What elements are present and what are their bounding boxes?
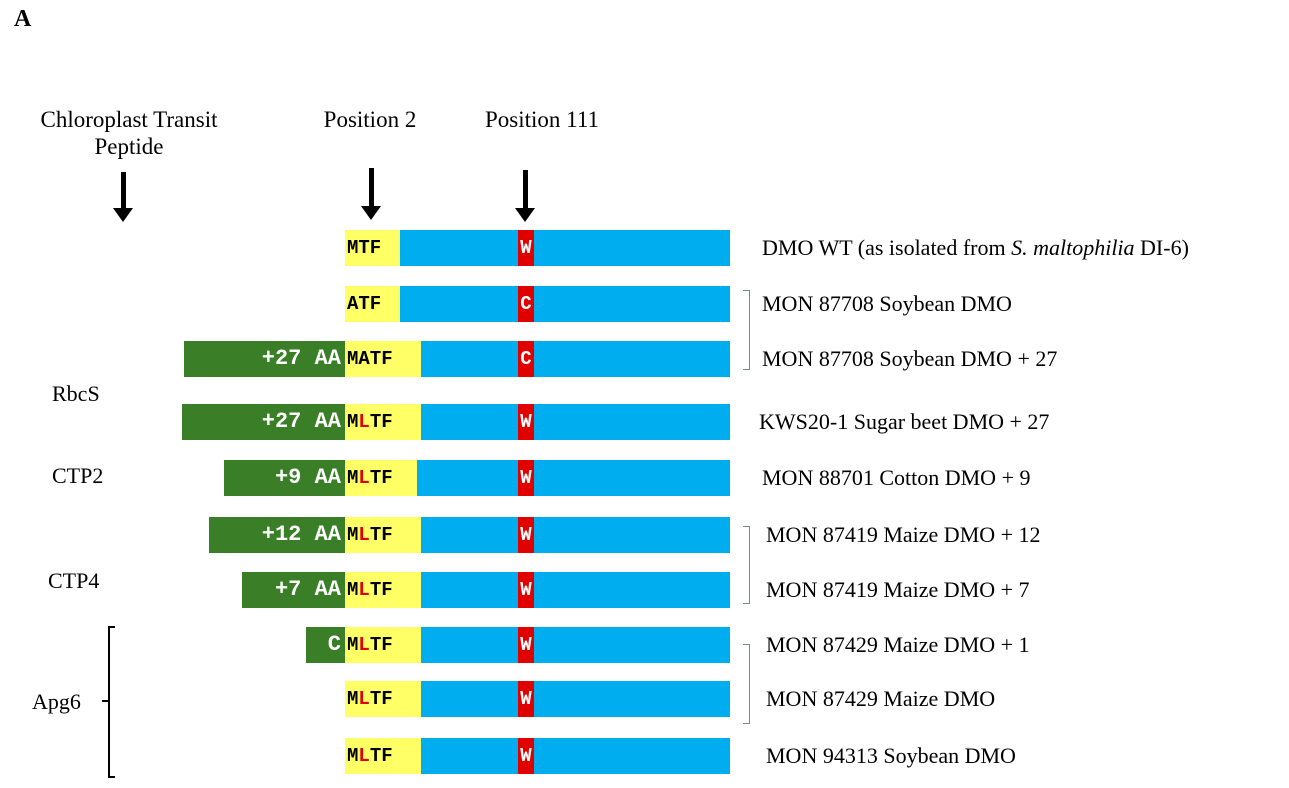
- header-chloroplast-transit-peptide: Chloroplast Transit Peptide: [40, 107, 218, 159]
- construct-label: MON 87708 Soybean DMO + 27: [762, 346, 1058, 371]
- n-terminal-segment: MLTF: [345, 572, 421, 608]
- position-111-residue: W: [518, 404, 534, 440]
- transit-peptide-segment: +9 AA: [224, 460, 345, 496]
- n-terminal-residue: M: [347, 411, 359, 433]
- transit-peptide-segment: +27 AA: [182, 404, 345, 440]
- group-label-ctp4: CTP4: [48, 568, 100, 593]
- n-terminal-residues: TF: [369, 411, 393, 433]
- transit-peptide-segment: +27 AA: [184, 341, 345, 377]
- position-111-residue: W: [518, 517, 534, 553]
- n-terminal-residues: TF: [369, 745, 393, 767]
- construct-label: MON 87419 Maize DMO + 12: [766, 522, 1041, 547]
- construct-label: MON 87419 Maize DMO + 7: [766, 577, 1030, 602]
- position-111-residue: W: [518, 460, 534, 496]
- bracket-mon87419: [743, 526, 750, 604]
- apg6-bracket: [108, 626, 115, 778]
- n-terminal-residue: M: [347, 524, 359, 546]
- n-terminal-segment: MLTF: [345, 404, 421, 440]
- substituted-residue: L: [358, 579, 370, 601]
- n-terminal-segment: ATF: [345, 286, 400, 322]
- construct-label: MON 87429 Maize DMO + 1: [766, 632, 1030, 657]
- position-111-residue: W: [518, 738, 534, 774]
- n-terminal-segment: MLTF: [345, 517, 421, 553]
- construct-row: +27 AA MATF C MON 87708 Soybean DMO + 27: [0, 341, 1289, 377]
- substituted-residue: L: [358, 634, 370, 656]
- construct-label: DMO WT (as isolated from S. maltophilia …: [762, 235, 1189, 260]
- substituted-residue: L: [358, 411, 370, 433]
- n-terminal-residue: M: [347, 579, 359, 601]
- substituted-residue: L: [358, 524, 370, 546]
- n-terminal-residues: TF: [369, 634, 393, 656]
- group-label-apg6: Apg6: [32, 689, 81, 714]
- construct-label: KWS20-1 Sugar beet DMO + 27: [759, 409, 1050, 434]
- construct-label: MON 94313 Soybean DMO: [766, 743, 1016, 768]
- bracket-mon87429: [743, 644, 750, 724]
- n-terminal-segment: MLTF: [345, 681, 421, 717]
- n-terminal-residues: TF: [369, 579, 393, 601]
- n-terminal-residues: ATF: [347, 293, 382, 315]
- construct-label: MON 88701 Cotton DMO + 9: [762, 465, 1031, 490]
- n-terminal-residue: M: [347, 745, 359, 767]
- construct-row: +7 AA MLTF W MON 87419 Maize DMO + 7: [0, 572, 1289, 608]
- construct-row: MLTF W MON 94313 Soybean DMO: [0, 738, 1289, 774]
- construct-row: C MLTF W MON 87429 Maize DMO + 1: [0, 627, 1289, 663]
- position-111-residue: W: [518, 230, 534, 266]
- substituted-residue: L: [358, 688, 370, 710]
- n-terminal-residue: M: [347, 634, 359, 656]
- construct-row: +12 AA MLTF W MON 87419 Maize DMO + 12: [0, 517, 1289, 553]
- protein-body-segment: [345, 286, 730, 322]
- construct-row: MLTF W MON 87429 Maize DMO: [0, 681, 1289, 717]
- position-111-residue: W: [518, 572, 534, 608]
- protein-body-segment: [345, 230, 730, 266]
- n-terminal-residues: MATF: [347, 348, 393, 370]
- bracket-mon87708: [743, 290, 750, 370]
- position-111-residue: W: [518, 681, 534, 717]
- group-label-rbcs: RbcS: [52, 381, 100, 406]
- header-position-2: Position 2: [323, 107, 417, 132]
- n-terminal-residues: TF: [369, 688, 393, 710]
- construct-label: MON 87708 Soybean DMO: [762, 291, 1012, 316]
- position-111-residue: C: [518, 286, 534, 322]
- position-111-residue: W: [518, 627, 534, 663]
- header-position-111: Position 111: [485, 107, 599, 132]
- construct-row: +27 AA MLTF W KWS20-1 Sugar beet DMO + 27: [0, 404, 1289, 440]
- organism-name: S. maltophilia: [1011, 235, 1135, 260]
- n-terminal-residue: M: [347, 467, 359, 489]
- n-terminal-segment: MATF: [345, 341, 421, 377]
- n-terminal-segment: MLTF: [345, 460, 417, 496]
- transit-peptide-segment: C: [306, 627, 345, 663]
- substituted-residue: L: [358, 467, 370, 489]
- n-terminal-segment: MLTF: [345, 627, 421, 663]
- transit-peptide-segment: +12 AA: [209, 517, 345, 553]
- apg6-bracket-tick: [102, 700, 108, 702]
- n-terminal-residue: M: [347, 688, 359, 710]
- n-terminal-residues: TF: [369, 467, 393, 489]
- substituted-residue: L: [358, 745, 370, 767]
- n-terminal-residues: TF: [369, 524, 393, 546]
- construct-row: ATF C MON 87708 Soybean DMO: [0, 286, 1289, 322]
- construct-label: MON 87429 Maize DMO: [766, 686, 996, 711]
- n-terminal-segment: MLTF: [345, 738, 421, 774]
- n-terminal-residues: MTF: [347, 237, 382, 259]
- construct-row: +9 AA MLTF W MON 88701 Cotton DMO + 9: [0, 460, 1289, 496]
- group-label-ctp2: CTP2: [52, 463, 104, 488]
- transit-peptide-segment: +7 AA: [242, 572, 345, 608]
- construct-row: MTF W DMO WT (as isolated from S. maltophi…: [0, 230, 1289, 266]
- n-terminal-segment: MTF: [345, 230, 400, 266]
- panel-label: A: [14, 6, 32, 32]
- position-111-residue: C: [518, 341, 534, 377]
